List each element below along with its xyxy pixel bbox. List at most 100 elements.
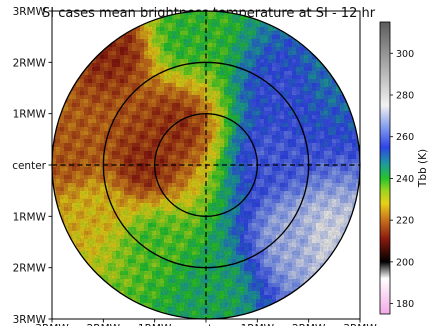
heat-cell xyxy=(76,259,81,264)
heat-cell xyxy=(72,51,77,56)
heat-cell xyxy=(112,27,117,32)
heat-cell xyxy=(72,263,77,268)
heat-cell xyxy=(352,95,357,100)
heat-cell xyxy=(284,27,289,32)
heat-cell xyxy=(68,255,73,260)
heat-cell xyxy=(352,255,357,260)
heat-cell xyxy=(60,239,65,244)
heat-cell xyxy=(344,239,349,244)
heat-cell xyxy=(348,239,353,244)
heat-cell xyxy=(100,35,105,40)
heat-cell xyxy=(84,31,89,36)
heat-cell xyxy=(92,51,97,56)
heat-cell xyxy=(100,31,105,36)
heat-cell xyxy=(84,43,89,48)
heat-cell xyxy=(344,55,349,60)
heat-cell xyxy=(320,35,325,40)
heat-cell xyxy=(344,251,349,256)
heat-cell xyxy=(352,103,357,108)
heat-cell xyxy=(64,79,69,84)
heat-cell xyxy=(332,23,337,28)
heat-cell xyxy=(288,27,293,32)
heat-cell xyxy=(56,87,61,92)
heat-cell xyxy=(352,71,357,76)
heat-cell xyxy=(52,263,57,268)
heat-cell xyxy=(92,39,97,44)
heat-cell xyxy=(336,259,341,264)
heat-cell xyxy=(308,31,313,36)
heat-cell xyxy=(88,47,93,52)
heat-cell xyxy=(316,31,321,36)
heat-cell xyxy=(60,255,65,260)
heat-cell xyxy=(348,67,353,72)
heat-cell xyxy=(64,47,69,52)
heat-cell xyxy=(336,23,341,28)
heat-cell xyxy=(328,31,333,36)
heat-cell xyxy=(56,227,61,232)
heat-cell xyxy=(72,67,77,72)
heat-cell xyxy=(52,115,57,120)
heat-cell xyxy=(52,51,57,56)
heat-cell xyxy=(344,43,349,48)
heat-cell xyxy=(56,267,61,272)
heat-cell xyxy=(116,31,121,36)
heat-cell xyxy=(52,95,57,100)
heat-cell xyxy=(72,251,77,256)
heat-cell xyxy=(64,67,69,72)
heat-cell xyxy=(128,23,133,28)
heat-cell xyxy=(56,231,61,236)
heat-cell xyxy=(60,51,65,56)
heat-cell xyxy=(64,243,69,248)
heat-cell xyxy=(336,47,341,52)
heat-cell xyxy=(348,235,353,240)
heat-cell xyxy=(340,259,345,264)
heat-cell xyxy=(76,263,81,268)
heat-cell xyxy=(60,231,65,236)
heat-cell xyxy=(340,79,345,84)
heat-cell xyxy=(348,83,353,88)
heat-cell xyxy=(332,39,337,44)
heat-cell xyxy=(340,83,345,88)
heat-cell xyxy=(76,59,81,64)
heat-cell xyxy=(340,71,345,76)
heat-cell xyxy=(300,23,305,28)
heat-cell xyxy=(312,31,317,36)
heat-cell xyxy=(56,235,61,240)
heat-cell xyxy=(352,83,357,88)
heat-cell xyxy=(52,71,57,76)
heat-cell xyxy=(344,23,349,28)
heat-cell xyxy=(64,87,69,92)
heat-cell xyxy=(60,35,65,40)
heat-cell xyxy=(348,51,353,56)
heat-cell xyxy=(352,107,357,112)
heat-cell xyxy=(312,39,317,44)
heat-cell xyxy=(56,223,61,228)
heat-cell xyxy=(96,43,101,48)
heat-cell xyxy=(68,67,73,72)
heat-cell xyxy=(64,259,69,264)
heat-cell xyxy=(88,51,93,56)
heat-cell xyxy=(72,39,77,44)
heat-cell xyxy=(108,27,113,32)
heat-cell xyxy=(312,47,317,52)
heat-cell xyxy=(312,35,317,40)
heat-cell xyxy=(332,63,337,68)
heat-cell xyxy=(332,263,337,268)
heat-cell xyxy=(52,239,57,244)
heat-cell xyxy=(72,75,77,80)
heat-cell xyxy=(52,23,57,28)
heat-cell xyxy=(68,79,73,84)
heat-cell xyxy=(340,247,345,252)
heat-cell xyxy=(348,43,353,48)
heat-cell xyxy=(72,31,77,36)
heat-cell xyxy=(340,59,345,64)
heat-cell xyxy=(348,263,353,268)
heat-cell xyxy=(60,267,65,272)
heat-cell xyxy=(76,51,81,56)
heat-cell xyxy=(116,27,121,32)
heat-cell xyxy=(324,35,329,40)
heat-cell xyxy=(52,47,57,52)
heat-cell xyxy=(324,23,329,28)
heat-cell xyxy=(104,27,109,32)
heat-cell xyxy=(336,71,341,76)
